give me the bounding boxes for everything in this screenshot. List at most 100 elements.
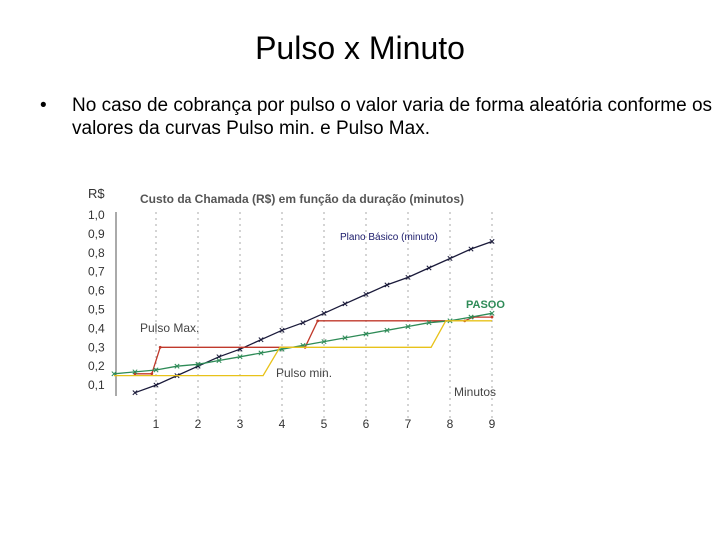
bullet-dot: • bbox=[40, 95, 47, 116]
data-point bbox=[489, 238, 495, 245]
data-point-stroke bbox=[195, 361, 201, 367]
series-pulso-min bbox=[114, 320, 492, 377]
data-point bbox=[153, 367, 159, 373]
data-point-stroke bbox=[321, 339, 327, 345]
slide-title: Pulso x Minuto bbox=[255, 30, 465, 66]
data-point-stroke bbox=[258, 337, 264, 343]
data-point-stroke bbox=[300, 320, 306, 326]
data-point bbox=[195, 361, 201, 367]
y-tick-label: 0,1 bbox=[88, 378, 105, 392]
y-tick-label: 0,6 bbox=[88, 284, 105, 298]
data-point bbox=[216, 357, 222, 364]
data-point-stroke bbox=[405, 274, 411, 280]
data-point-stroke bbox=[195, 363, 201, 369]
x-tick-label: 2 bbox=[195, 417, 202, 431]
y-tick-label: 0,3 bbox=[88, 340, 105, 354]
data-point-stroke bbox=[216, 357, 222, 364]
data-point bbox=[132, 390, 138, 396]
annotation-pulso-min: Pulso min. bbox=[276, 366, 332, 380]
data-point-stroke bbox=[384, 327, 390, 333]
y-tick-label: 0,5 bbox=[88, 303, 105, 317]
data-point-stroke bbox=[468, 314, 474, 320]
data-point bbox=[300, 320, 306, 326]
data-point-stroke bbox=[237, 354, 243, 360]
data-point bbox=[405, 274, 411, 280]
data-point bbox=[321, 339, 327, 345]
data-point bbox=[489, 310, 495, 316]
data-point bbox=[384, 282, 390, 288]
data-point bbox=[216, 354, 222, 360]
data-point bbox=[490, 315, 494, 319]
data-point bbox=[342, 335, 348, 341]
data-point bbox=[150, 372, 154, 376]
data-point bbox=[258, 337, 264, 343]
data-point bbox=[426, 320, 432, 326]
bullet-text: No caso de cobrança por pulso o valor va… bbox=[72, 95, 713, 139]
y-tick-label: 0,9 bbox=[88, 227, 105, 241]
x-tick-label: 4 bbox=[279, 417, 286, 431]
data-point-stroke bbox=[426, 265, 432, 271]
data-point bbox=[316, 319, 320, 323]
data-point-stroke bbox=[384, 282, 390, 288]
data-point-stroke bbox=[342, 335, 348, 341]
chart-title: Custo da Chamada (R$) em função da duraç… bbox=[140, 192, 464, 206]
data-point-stroke bbox=[342, 301, 348, 307]
data-point-stroke bbox=[132, 369, 138, 375]
series-line-plano-b-sico-minuto bbox=[134, 240, 493, 394]
x-tick-label: 1 bbox=[153, 417, 160, 431]
data-point-stroke bbox=[405, 323, 411, 330]
data-point bbox=[363, 331, 369, 337]
series-plano-b-sico-minuto bbox=[132, 238, 495, 396]
x-tick-label: 9 bbox=[489, 417, 496, 431]
data-point bbox=[321, 310, 327, 316]
data-point bbox=[468, 314, 474, 320]
data-point-stroke bbox=[279, 327, 285, 333]
y-tick-label: 0,4 bbox=[88, 321, 105, 335]
data-point-stroke bbox=[174, 363, 180, 369]
data-point-stroke bbox=[426, 320, 432, 326]
data-point-stroke bbox=[153, 367, 159, 373]
y-tick-labels: 0,1 0,2 0,3 0,4 0,5 0,6 0,7 0,8 0,9 1,0 bbox=[88, 208, 105, 392]
data-point-stroke bbox=[216, 354, 222, 360]
data-point-stroke bbox=[111, 371, 117, 377]
data-point-stroke bbox=[363, 291, 369, 297]
data-point bbox=[258, 350, 264, 356]
y-tick-label: 0,2 bbox=[88, 359, 105, 373]
annotation-plano-basico: Plano Básico (minuto) bbox=[340, 232, 438, 243]
x-axis-label: Minutos bbox=[454, 385, 496, 399]
y-tick-label: 0,8 bbox=[88, 246, 105, 260]
data-point-stroke bbox=[489, 238, 495, 245]
data-point-stroke bbox=[153, 382, 159, 388]
data-point bbox=[174, 363, 180, 369]
data-point-stroke bbox=[321, 310, 327, 316]
data-point bbox=[279, 327, 285, 333]
annotation-pasoo: PASOO bbox=[466, 299, 505, 311]
series-line-pulso-min bbox=[114, 320, 492, 377]
data-point-stroke bbox=[489, 310, 495, 316]
data-point bbox=[153, 382, 159, 388]
data-point-stroke bbox=[132, 390, 138, 396]
y-tick-label: 1,0 bbox=[88, 208, 105, 222]
data-point-stroke bbox=[363, 331, 369, 337]
data-point-stroke bbox=[258, 350, 264, 356]
data-point bbox=[363, 291, 369, 297]
x-tick-label: 6 bbox=[363, 417, 370, 431]
data-point bbox=[237, 354, 243, 360]
data-point bbox=[447, 255, 453, 262]
y-tick-label: 0,7 bbox=[88, 265, 105, 279]
data-point bbox=[342, 301, 348, 307]
annotation-pulso-max: Pulso Max. bbox=[140, 321, 199, 335]
series-pasoo bbox=[111, 310, 495, 377]
y-axis-label: R$ bbox=[88, 186, 105, 201]
data-point bbox=[426, 265, 432, 271]
data-point bbox=[468, 246, 474, 252]
data-point bbox=[384, 327, 390, 333]
data-point bbox=[158, 345, 162, 349]
x-tick-label: 3 bbox=[237, 417, 244, 431]
data-point-stroke bbox=[468, 246, 474, 252]
data-point bbox=[132, 369, 138, 375]
x-tick-labels: 1 2 3 4 5 6 7 8 9 bbox=[153, 417, 496, 431]
x-tick-label: 7 bbox=[405, 417, 412, 431]
data-point-stroke bbox=[447, 255, 453, 262]
